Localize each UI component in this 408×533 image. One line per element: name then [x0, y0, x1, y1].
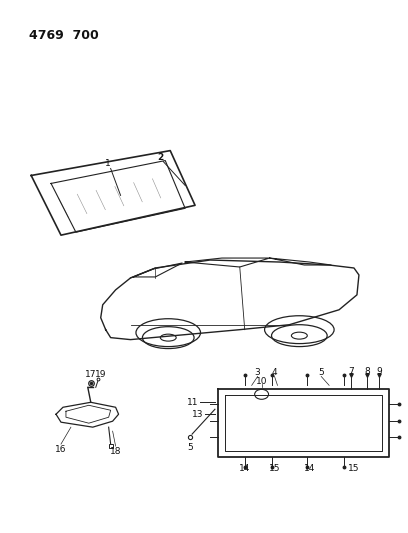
Text: 15: 15 — [348, 464, 360, 473]
Text: 11: 11 — [187, 398, 199, 407]
Text: 14: 14 — [304, 464, 315, 473]
Text: 5: 5 — [187, 442, 193, 451]
Text: 8: 8 — [364, 367, 370, 376]
Text: 10: 10 — [256, 377, 267, 386]
Text: 15: 15 — [269, 464, 280, 473]
Text: 17: 17 — [85, 370, 97, 379]
Text: 5: 5 — [318, 368, 324, 377]
Text: 7: 7 — [348, 367, 354, 376]
Text: 19: 19 — [95, 370, 106, 379]
Text: 4: 4 — [272, 368, 277, 377]
Text: 4769  700: 4769 700 — [29, 29, 99, 42]
Text: 2: 2 — [157, 153, 164, 162]
Text: 18: 18 — [110, 447, 121, 456]
Text: 3: 3 — [255, 368, 260, 377]
Text: 9: 9 — [376, 367, 381, 376]
Text: 1: 1 — [105, 159, 111, 168]
Text: 16: 16 — [55, 445, 67, 454]
Text: 14: 14 — [239, 464, 251, 473]
Text: 13: 13 — [192, 410, 204, 419]
